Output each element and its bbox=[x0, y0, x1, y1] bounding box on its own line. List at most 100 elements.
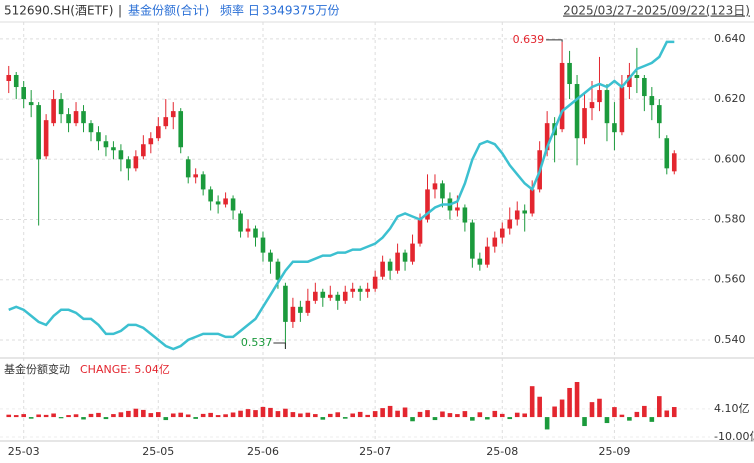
y-tick-label: 0.540 bbox=[714, 333, 746, 346]
bar bbox=[357, 411, 363, 418]
bar bbox=[126, 410, 131, 418]
bar bbox=[298, 413, 303, 418]
bar bbox=[642, 405, 647, 418]
date-range[interactable]: 2025/03/27-2025/09/22(123日) bbox=[563, 4, 750, 18]
candle-body bbox=[589, 102, 595, 109]
candle-body bbox=[634, 74, 640, 79]
candle-body bbox=[350, 288, 356, 292]
candle-body bbox=[223, 198, 228, 205]
candle-body bbox=[477, 258, 483, 265]
bar bbox=[133, 408, 139, 418]
bar bbox=[567, 387, 572, 418]
bar bbox=[410, 417, 415, 422]
candle-body bbox=[185, 159, 191, 178]
bar bbox=[455, 414, 460, 418]
candle-body bbox=[268, 252, 273, 262]
bar bbox=[342, 417, 348, 419]
bar bbox=[619, 414, 625, 418]
bar bbox=[223, 414, 228, 418]
candle-body bbox=[118, 150, 124, 160]
metric: 基金份额(合计) bbox=[128, 3, 209, 18]
candle-body bbox=[671, 153, 677, 172]
candle-body bbox=[395, 252, 400, 271]
bar bbox=[470, 417, 475, 421]
bar bbox=[612, 407, 617, 418]
candle-body bbox=[313, 291, 318, 301]
min-annotation: 0.537 bbox=[241, 336, 273, 349]
bar bbox=[627, 417, 632, 421]
candle-body bbox=[604, 90, 610, 124]
bar bbox=[178, 412, 184, 418]
bar bbox=[170, 413, 176, 418]
candle-body bbox=[574, 84, 580, 139]
bar bbox=[529, 386, 535, 418]
candle-body bbox=[327, 294, 333, 298]
x-tick-label: 25-05 bbox=[142, 445, 174, 458]
candle-body bbox=[200, 174, 206, 190]
bar bbox=[522, 413, 528, 418]
bar bbox=[462, 411, 468, 418]
bar bbox=[13, 415, 19, 418]
bar bbox=[417, 411, 423, 418]
bar bbox=[141, 409, 146, 418]
candle-body bbox=[163, 117, 169, 127]
bar bbox=[514, 412, 520, 418]
candle-body bbox=[387, 261, 393, 271]
candle-body bbox=[485, 246, 490, 265]
candle-body bbox=[103, 141, 109, 148]
bar bbox=[96, 412, 101, 418]
bar bbox=[485, 417, 490, 420]
bar bbox=[499, 413, 505, 418]
bar bbox=[253, 410, 258, 418]
candle-body bbox=[238, 213, 243, 232]
candle-body bbox=[13, 74, 19, 88]
candle-body bbox=[432, 183, 438, 190]
candle-body bbox=[402, 252, 408, 262]
candle-body bbox=[514, 210, 520, 220]
candle-body bbox=[380, 261, 385, 277]
bar bbox=[537, 396, 542, 418]
candle-body bbox=[66, 114, 71, 124]
candle-body bbox=[51, 99, 56, 124]
bar bbox=[283, 408, 288, 418]
bar bbox=[73, 414, 79, 418]
bar bbox=[245, 409, 251, 418]
candle-body bbox=[440, 183, 445, 199]
bar bbox=[440, 411, 445, 418]
annotation-line bbox=[273, 342, 286, 349]
bar bbox=[51, 413, 56, 418]
bar bbox=[477, 412, 483, 418]
bar bbox=[372, 411, 378, 418]
y-tick-label: 0.620 bbox=[714, 92, 746, 105]
bar bbox=[313, 414, 318, 418]
candle-body bbox=[155, 126, 161, 139]
candle-body bbox=[559, 62, 565, 130]
candle-body bbox=[657, 105, 662, 124]
candle-body bbox=[372, 276, 378, 289]
candle-body bbox=[499, 228, 505, 238]
candle-body bbox=[170, 111, 176, 118]
bar bbox=[163, 417, 169, 421]
y-tick-label: 0.600 bbox=[714, 152, 746, 165]
bar bbox=[320, 417, 326, 420]
candle-body bbox=[81, 111, 86, 124]
x-tick-label: 25-07 bbox=[359, 445, 391, 458]
shares: 3349375万份 bbox=[262, 4, 339, 18]
candle-body bbox=[148, 138, 154, 145]
bar bbox=[111, 414, 116, 418]
candle-body bbox=[365, 288, 370, 292]
candle-body bbox=[260, 237, 266, 253]
candle-body bbox=[21, 87, 26, 100]
candle-body bbox=[417, 219, 423, 244]
candle-body bbox=[193, 174, 198, 178]
candle-body bbox=[305, 300, 311, 313]
candle-body bbox=[111, 147, 116, 151]
candle-body bbox=[425, 189, 430, 220]
bar bbox=[589, 402, 595, 418]
bar bbox=[380, 408, 385, 418]
candle-body bbox=[245, 228, 251, 232]
bar bbox=[275, 411, 281, 418]
candle-body bbox=[455, 207, 460, 211]
